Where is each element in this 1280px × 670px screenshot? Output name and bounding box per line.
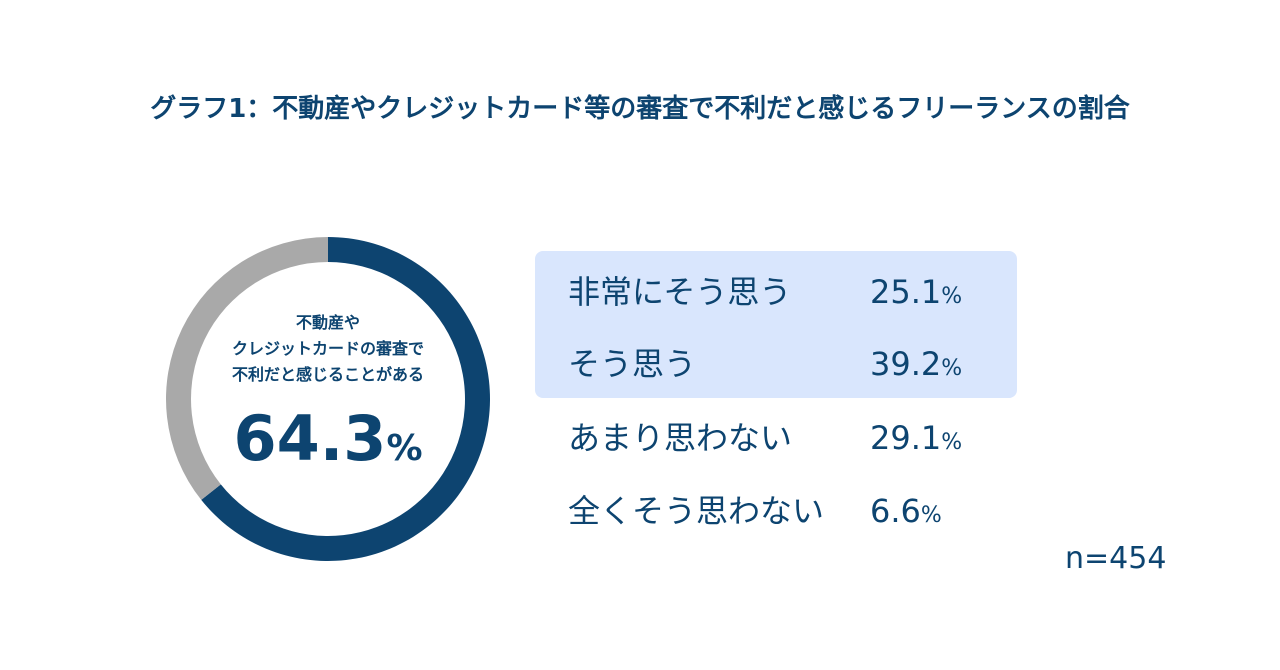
donut-segment-remainder [166, 237, 328, 500]
legend-row-strongly-agree: 非常にそう思う 25.1% [568, 270, 1008, 314]
sample-size: n=454 [1065, 541, 1167, 576]
agree-highlight-box [535, 251, 1017, 398]
legend-value-number: 6.6 [870, 492, 921, 530]
donut-chart: 不動産や クレジットカードの審査で 不利だと感じることがある 64.3% [165, 236, 491, 562]
legend-value: 39.2% [870, 342, 962, 391]
donut-caption-line-2: クレジットカードの審査で [231, 339, 424, 358]
legend-row-agree: そう思う 39.2% [568, 342, 1008, 386]
legend-label: そう思う [568, 345, 697, 383]
legend-label: あまり思わない [568, 419, 793, 457]
legend-value-number: 25.1 [870, 273, 942, 311]
legend-row-disagree: あまり思わない 29.1% [568, 416, 1008, 460]
legend-value-number: 29.1 [870, 419, 942, 457]
legend-value-unit: % [941, 284, 963, 309]
donut-value-unit: % [386, 428, 423, 469]
legend-row-strongly-disagree: 全くそう思わない 6.6% [568, 489, 1008, 533]
donut-center-value: 64.3% [165, 404, 491, 484]
legend-value-unit: % [941, 356, 963, 381]
legend-value-unit: % [920, 503, 942, 528]
legend-label: 非常にそう思う [568, 273, 792, 311]
donut-caption-line-3: 不利だと感じることがある [231, 365, 424, 384]
donut-center: 不動産や クレジットカードの審査で 不利だと感じることがある 64.3% [165, 236, 491, 562]
legend-value: 25.1% [870, 270, 962, 319]
legend-value-number: 39.2 [870, 345, 942, 383]
chart-title: グラフ1：不動産やクレジットカード等の審査で不利だと感じるフリーランスの割合 [150, 94, 1130, 124]
legend-value: 29.1% [870, 416, 962, 465]
donut-caption-line-1: 不動産や [295, 313, 360, 332]
legend-label: 全くそう思わない [568, 492, 825, 530]
donut-svg [166, 237, 490, 561]
legend-value: 6.6% [870, 489, 942, 538]
donut-value-number: 64.3 [233, 402, 387, 475]
legend-value-unit: % [941, 430, 963, 455]
